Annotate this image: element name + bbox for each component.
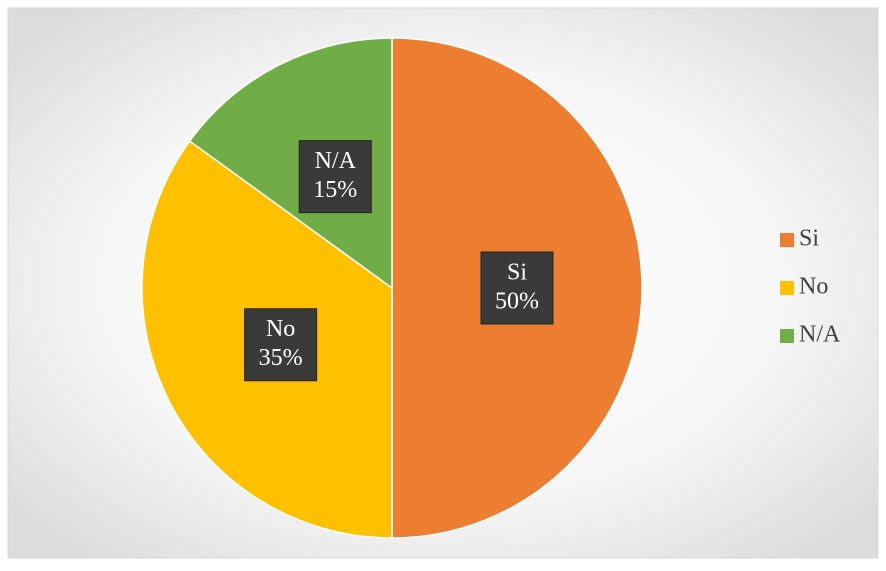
data-label-value: 15% [313,177,357,203]
legend-label: No [799,274,828,300]
data-label-box [480,251,554,325]
data-label-category: No [266,316,295,342]
legend-swatch [780,281,794,295]
pie-slice [188,37,393,290]
data-label-box [244,308,318,382]
data-label-box [298,140,372,214]
legend-swatch [780,329,794,343]
legend-label: Si [799,226,819,252]
data-label-category: N/A [315,148,357,174]
data-label-category: Si [507,260,527,286]
data-label: Si 50% [480,251,554,325]
data-label-value: 50% [495,289,539,315]
legend-label: N/A [799,322,841,348]
data-label: N/A 15% [298,140,372,214]
data-label: No 35% [244,308,318,382]
data-label-value: 35% [259,345,303,371]
legend-swatch [780,233,794,247]
